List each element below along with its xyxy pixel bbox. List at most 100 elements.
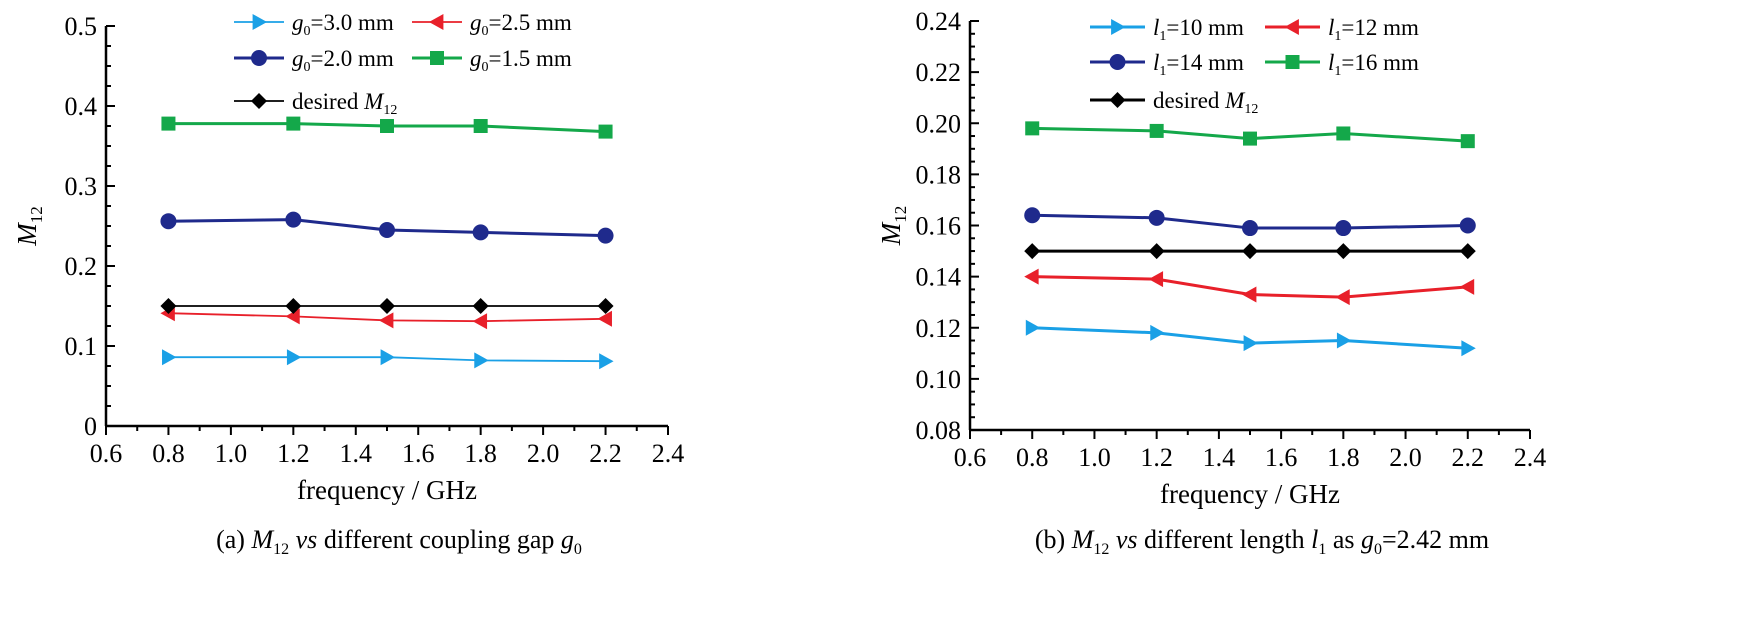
legend-label: g0=2.5 mm — [470, 10, 572, 39]
data-point — [1242, 220, 1258, 237]
data-point — [1243, 131, 1257, 146]
chart-b: 0.6 0.8 1.0 1.2 1.4 1.6 1.8 2.0 2.2 2.4 0.08 0.10 0.… — [876, 7, 1546, 558]
data-point — [1459, 278, 1475, 295]
legend-marker — [1111, 19, 1126, 35]
legend-entry: desired M12 — [234, 89, 397, 118]
x-tick-label: 2.0 — [527, 439, 560, 468]
data-point — [598, 124, 613, 139]
data-point — [1459, 217, 1476, 234]
legend-label: g0=3.0 mm — [292, 10, 394, 39]
legend-label: l1=12 mm — [1328, 15, 1419, 44]
data-point — [1025, 319, 1041, 336]
data-point — [379, 222, 395, 238]
legend-marker — [252, 14, 267, 30]
legend-marker — [1284, 19, 1299, 35]
data-point — [162, 349, 177, 366]
data-point — [1459, 243, 1476, 260]
data-point — [1461, 340, 1476, 357]
legend-entry: l1=10 mm — [1090, 15, 1244, 44]
data-point — [597, 310, 612, 327]
legend-marker — [1285, 55, 1300, 69]
data-point — [1335, 243, 1352, 260]
legend-entry: l1=12 mm — [1265, 15, 1419, 44]
legend-label: g0=1.5 mm — [470, 46, 572, 75]
legend-label: desired M12 — [292, 89, 397, 118]
caption: (b) M12 vs different length l1 as g0=2.4… — [1035, 525, 1489, 558]
x-axis-title: frequency / GHz — [297, 475, 477, 505]
data-point — [1025, 121, 1040, 136]
data-point — [1335, 289, 1350, 306]
data-point — [1024, 268, 1039, 285]
legend-label: g0=2.0 mm — [292, 46, 394, 75]
x-tick-label: 2.4 — [652, 439, 685, 468]
data-point — [1148, 209, 1165, 226]
data-point — [472, 313, 488, 330]
y-axis-title: M12 — [876, 206, 910, 247]
data-point — [472, 298, 489, 314]
series-2 — [160, 211, 614, 244]
data-point — [1336, 332, 1352, 349]
y-tick-label: 0.18 — [916, 160, 962, 189]
legend-label: desired M12 — [1153, 88, 1258, 117]
legend-entry: g0=1.5 mm — [412, 46, 572, 75]
x-tick-label: 1.6 — [1265, 443, 1298, 472]
data-point — [286, 116, 301, 131]
data-point — [474, 352, 489, 369]
series-1 — [160, 305, 612, 330]
legend-marker — [251, 93, 267, 109]
data-point — [160, 213, 177, 230]
series-0 — [162, 349, 614, 370]
legend-entry: l1=14 mm — [1090, 50, 1244, 79]
legend-marker — [1109, 92, 1126, 108]
y-tick-label: 0.20 — [916, 109, 962, 138]
data-point — [1242, 286, 1257, 303]
data-point — [1242, 243, 1258, 260]
series-3 — [161, 116, 613, 139]
data-point — [161, 116, 176, 131]
data-point — [379, 312, 394, 329]
legend-label: l1=14 mm — [1153, 50, 1244, 79]
y-tick-label: 0 — [84, 412, 97, 441]
x-tick-label: 1.2 — [1140, 443, 1173, 472]
data-point — [380, 119, 394, 133]
data-point — [1460, 134, 1475, 149]
data-point — [472, 224, 489, 241]
y-tick-label: 0.2 — [65, 252, 98, 281]
legend-label: l1=16 mm — [1328, 50, 1419, 79]
legend-entry: l1=16 mm — [1265, 50, 1419, 79]
y-axis-title: M12 — [12, 206, 46, 247]
data-point — [1148, 271, 1164, 288]
x-tick-label: 0.6 — [954, 443, 987, 472]
data-point — [1243, 335, 1258, 352]
data-point — [1024, 207, 1041, 224]
legend-entry: g0=3.0 mm — [234, 10, 394, 39]
y-tick-label: 0.12 — [916, 314, 962, 343]
legend-marker — [1109, 54, 1126, 70]
x-tick-label: 1.8 — [464, 439, 497, 468]
x-tick-label: 0.8 — [152, 439, 185, 468]
data-point — [380, 349, 395, 366]
x-tick-label: 1.0 — [1078, 443, 1111, 472]
y-tick-label: 0.5 — [65, 12, 98, 41]
legend-marker — [251, 50, 267, 66]
series-1 — [1024, 268, 1475, 306]
x-tick-label: 2.0 — [1389, 443, 1422, 472]
series-4 — [1024, 243, 1476, 260]
x-tick-label: 1.2 — [277, 439, 310, 468]
x-tick-label: 1.6 — [402, 439, 435, 468]
y-tick-label: 0.16 — [916, 212, 962, 241]
x-tick-label: 1.0 — [215, 439, 248, 468]
x-tick-label: 0.8 — [1016, 443, 1049, 472]
caption: (a) M12 vs different coupling gap g0 — [216, 525, 582, 558]
y-tick-label: 0.10 — [916, 365, 962, 394]
legend-marker — [429, 14, 444, 30]
x-axis-title: frequency / GHz — [1160, 479, 1340, 509]
data-point — [285, 211, 302, 228]
data-point — [286, 349, 302, 366]
series-4 — [160, 298, 614, 314]
y-tick-label: 0.24 — [916, 7, 962, 36]
data-point — [1148, 243, 1165, 260]
x-tick-label: 2.4 — [1514, 443, 1547, 472]
data-point — [597, 227, 614, 244]
series-3 — [1025, 121, 1475, 149]
